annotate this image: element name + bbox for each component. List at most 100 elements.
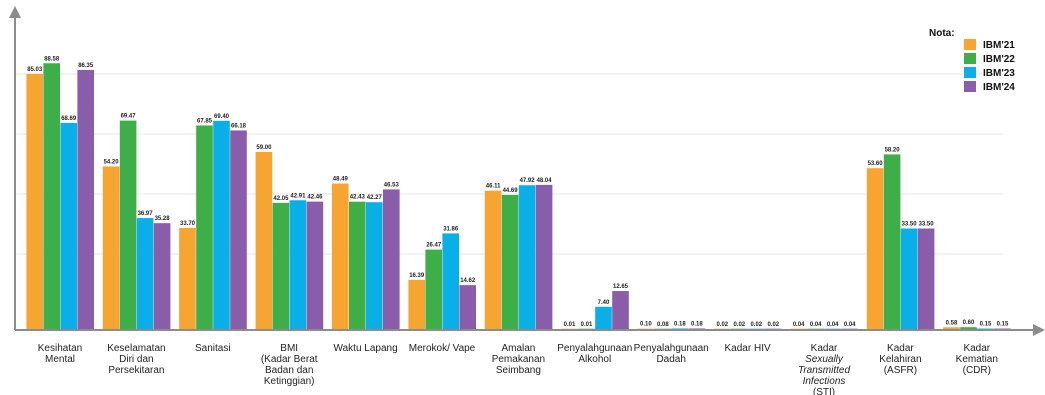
value-label-0-0: 85.03 [27, 67, 43, 73]
category-label-3-line-3: Ketinggian) [264, 376, 315, 387]
category-label-0-line-0: Kesihatan [38, 343, 82, 354]
category-label-4: Waktu Lapang [334, 343, 398, 354]
category-label-8-line-0: Penyalahgunaan [634, 343, 709, 354]
value-label-10-1: 0.04 [810, 322, 822, 328]
value-label-4-0: 48.49 [333, 177, 349, 183]
category-label-10-line-2: Transmitted [798, 365, 850, 376]
category-label-1-line-2: Persekitaran [108, 365, 164, 376]
bar-3-3 [307, 202, 324, 329]
bar-6-0 [485, 191, 502, 329]
bar-11-3 [918, 229, 935, 330]
value-label-12-0: 0.58 [946, 320, 958, 326]
bar-2-3 [230, 130, 247, 329]
value-label-11-0: 53.60 [868, 161, 884, 167]
legend-label-3: IBM'24 [983, 82, 1015, 93]
value-label-4-2: 42.27 [367, 195, 383, 201]
value-label-5-0: 16.39 [409, 273, 425, 279]
value-label-2-3: 66.18 [231, 123, 247, 129]
bar-1-1 [120, 121, 137, 329]
x-axis-arrow [1033, 324, 1045, 336]
bar-6-3 [536, 185, 553, 329]
category-labels: Kesihatan Mental Keselamatan Diri dan Persek… [38, 343, 998, 395]
category-label-10-line-0: Kadar [811, 343, 838, 354]
bar-4-1 [349, 202, 366, 329]
value-label-7-2: 7.40 [598, 300, 610, 306]
legend-swatch-1 [964, 53, 976, 64]
bar-0-0 [26, 74, 43, 329]
category-label-10-line-3: Infections [803, 376, 846, 387]
bar-11-0 [867, 168, 884, 329]
category-label-8-line-1: Dadah [656, 354, 685, 365]
bar-0-2 [60, 123, 77, 329]
category-label-3-line-2: Badan dan [265, 365, 313, 376]
category-label-1: Keselamatan Diri dan Persekitaran [107, 343, 165, 376]
bar-12-1 [960, 327, 977, 329]
bar-5-0 [408, 280, 425, 329]
bar-2-1 [196, 125, 213, 329]
bar-7-2 [595, 307, 612, 329]
bar-11-1 [884, 154, 901, 329]
bar-3-2 [290, 200, 307, 329]
value-label-2-2: 69.40 [214, 114, 230, 120]
value-label-7-0: 0.01 [564, 322, 576, 328]
category-label-0-line-1: Mental [45, 354, 75, 365]
category-label-5: Merokok/ Vape [409, 343, 476, 354]
bars [26, 63, 1010, 329]
value-label-2-1: 67.85 [197, 118, 213, 124]
category-label-6: Amalan Pemakanan Seimbang [492, 343, 545, 376]
value-label-11-1: 58.20 [885, 147, 901, 153]
value-label-5-2: 31.86 [443, 226, 459, 232]
bar-3-0 [256, 152, 273, 329]
category-label-11-line-2: (ASFR) [884, 365, 917, 376]
category-label-12-line-2: (CDR) [963, 365, 991, 376]
value-label-1-2: 36.97 [138, 211, 154, 217]
category-label-10: Kadar Sexually Transmitted Infections (STI) [798, 343, 850, 395]
legend-label-1: IBM'22 [983, 54, 1015, 65]
category-label-11-line-1: Kelahiran [879, 354, 921, 365]
bar-1-3 [154, 223, 171, 329]
category-label-9-line-0: Kadar HIV [725, 343, 771, 354]
value-label-6-2: 47.92 [520, 178, 536, 184]
bar-8-3 [689, 328, 706, 329]
legend-title: Nota: [929, 28, 955, 39]
bar-2-0 [179, 228, 196, 329]
value-label-11-3: 33.50 [919, 222, 935, 228]
category-label-6-line-0: Amalan [501, 343, 535, 354]
bar-6-1 [502, 195, 519, 329]
value-label-0-2: 68.69 [61, 116, 77, 122]
value-label-9-1: 0.02 [733, 322, 745, 328]
value-label-10-2: 0.04 [827, 322, 839, 328]
category-label-6-line-1: Pemakanan [492, 354, 545, 365]
category-label-3: BMI (Kadar Berat Badan dan Ketinggian) [261, 343, 318, 387]
value-label-8-1: 0.08 [657, 322, 669, 328]
bar-4-2 [366, 202, 383, 329]
category-label-9: Kadar HIV [725, 343, 771, 354]
category-label-12: Kadar Kematian (CDR) [956, 343, 998, 376]
value-label-12-1: 0.60 [963, 320, 975, 326]
value-label-8-2: 0.18 [674, 321, 686, 327]
value-label-3-3: 42.46 [307, 195, 323, 201]
category-label-3-line-1: (Kadar Berat [261, 354, 318, 365]
value-label-10-0: 0.04 [793, 322, 805, 328]
value-label-1-1: 69.47 [121, 114, 137, 120]
value-label-7-3: 12.65 [613, 284, 629, 290]
bar-12-0 [943, 327, 960, 329]
category-label-11: Kadar Kelahiran (ASFR) [879, 343, 921, 376]
legend-label-0: IBM'21 [983, 40, 1015, 51]
legend-swatch-2 [964, 67, 976, 78]
bar-1-0 [103, 166, 120, 329]
value-label-10-3: 0.04 [844, 322, 856, 328]
category-label-6-line-2: Seimbang [496, 365, 541, 376]
category-label-2-line-0: Sanitasi [195, 343, 231, 354]
category-label-8: Penyalahgunaan Dadah [634, 343, 709, 365]
category-label-10-line-1: Sexually [805, 354, 844, 365]
value-label-3-0: 59.00 [256, 145, 272, 151]
value-label-11-2: 33.50 [902, 222, 918, 228]
category-label-4-line-0: Waktu Lapang [334, 343, 398, 354]
bar-6-2 [519, 185, 536, 329]
value-label-5-3: 14.62 [460, 278, 476, 284]
bar-3-1 [273, 203, 290, 329]
value-label-1-0: 54.20 [104, 159, 120, 165]
category-label-1-line-0: Keselamatan [107, 343, 165, 354]
